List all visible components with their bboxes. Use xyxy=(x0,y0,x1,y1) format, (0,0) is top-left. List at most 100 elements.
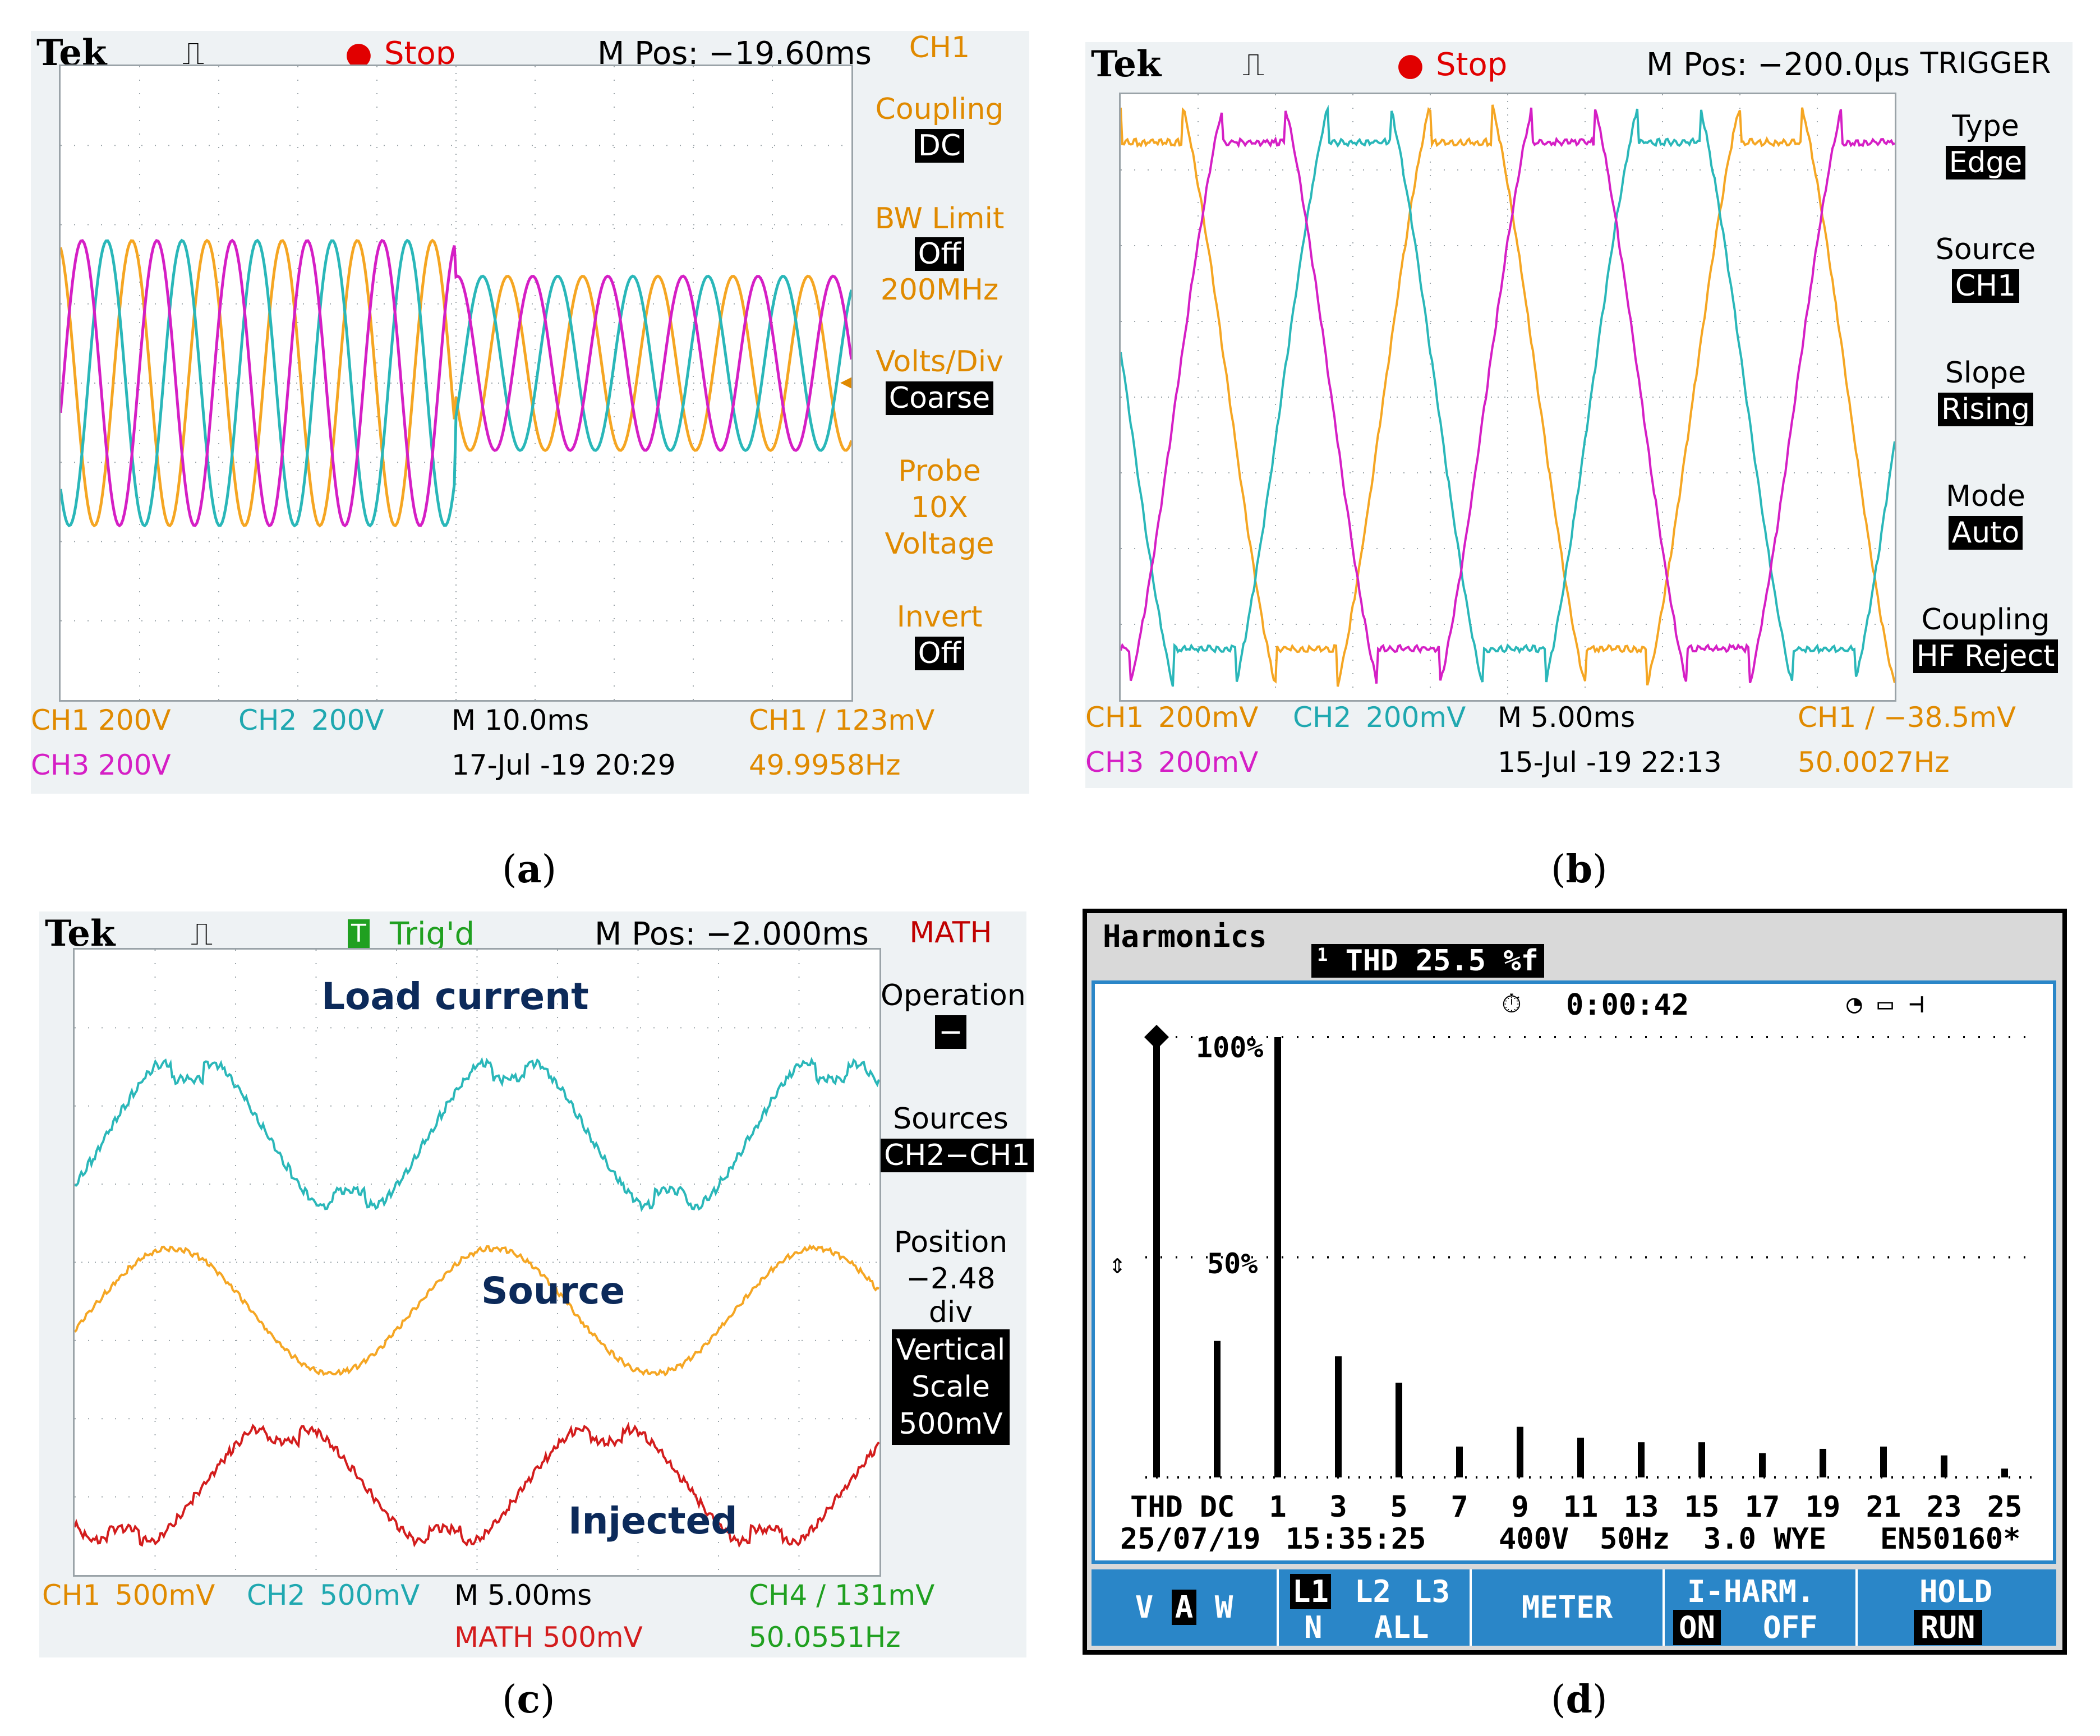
harmonics-screen: Harmonics 1 THD 25.5 %f THD DC 1 3 5 7 9 11 13 15… xyxy=(1087,913,2062,1650)
pct-100-label: 100% xyxy=(1196,1032,1264,1064)
mode-label[interactable]: Mode xyxy=(1946,480,2025,513)
type-value[interactable]: Edge xyxy=(1945,146,2026,179)
harmonic-label-dc: DC xyxy=(1200,1490,1235,1524)
footer-voltage: 400V xyxy=(1499,1522,1569,1556)
harmonic-label-1: 1 xyxy=(1269,1490,1286,1524)
thd-phase: 1 xyxy=(1317,944,1328,965)
bw-limit-value[interactable]: Off xyxy=(914,237,965,271)
harmonic-label-13: 13 xyxy=(1624,1490,1659,1524)
harmonic-bar-13 xyxy=(1638,1442,1645,1477)
ch2-label: CH2 xyxy=(247,1579,306,1611)
thd-value: THD 25.5 %f xyxy=(1345,944,1539,978)
invert-value[interactable]: Off xyxy=(914,637,965,670)
footer-phase: 3.0 WYE xyxy=(1703,1522,1827,1556)
vertical-scale-value: 500mV xyxy=(899,1407,1003,1441)
source-label[interactable]: Source xyxy=(1935,233,2036,266)
date-time: 15‑Jul ‑19 22:13 xyxy=(1498,746,1722,779)
operation-label[interactable]: Operation xyxy=(881,979,1026,1012)
trace-ch2 xyxy=(61,238,851,528)
trigger-level: CH4 ∕ 131mV xyxy=(749,1579,935,1611)
softkey-a: A xyxy=(1171,1590,1197,1625)
volts-div-value[interactable]: Coarse xyxy=(885,381,994,415)
softkey-l3: L3 xyxy=(1413,1574,1450,1609)
menu-head: MATH xyxy=(909,916,992,950)
scope-screen-b: Tek ⎍ ● Stop M Pos: −200.0µs TRIGGER Typ… xyxy=(1085,42,2073,788)
harmonic-bar-5 xyxy=(1396,1383,1402,1477)
panel-b: Tek ⎍ ● Stop M Pos: −200.0µs TRIGGER Typ… xyxy=(1085,42,2073,788)
vertical-scale-title-2: Scale xyxy=(911,1370,990,1404)
waveform-plot-a: ◂ xyxy=(61,66,851,700)
load-current-label: Load current xyxy=(321,975,589,1018)
coupling-label[interactable]: Coupling xyxy=(1921,603,2050,637)
scope-screen-a: Tek ⎍ ● Stop M Pos: −19.60ms ◂ CH1 Coupl… xyxy=(31,31,1029,794)
operation-value[interactable]: − xyxy=(935,1015,966,1049)
softkey-phases[interactable]: L1 L2 L3 N ALL xyxy=(1279,1569,1472,1646)
softkey-bar: V A W L1 L2 L3 N ALL METER I‑HARM. ON OF… xyxy=(1092,1569,2056,1646)
time-base: M 5.00ms xyxy=(454,1579,592,1611)
position-label[interactable]: Position xyxy=(894,1226,1008,1259)
harmonic-label-9: 9 xyxy=(1511,1490,1528,1524)
vertical-scale-box[interactable]: Vertical Scale 500mV xyxy=(891,1329,1010,1445)
softkey-meter[interactable]: METER xyxy=(1472,1569,1665,1646)
math-menu: MATH Operation − Sources CH2−CH1 Positio… xyxy=(881,911,1034,1579)
waveform-grid-c: Load current Source Injected xyxy=(73,948,881,1577)
trace-injected xyxy=(75,1421,879,1548)
footer-time: 15:35:25 xyxy=(1286,1522,1426,1556)
volts-div-label[interactable]: Volts/Div xyxy=(875,345,1004,379)
coupling-value[interactable]: HF Reject xyxy=(1913,639,2058,673)
frequency: 50.0551Hz xyxy=(749,1621,901,1654)
harmonic-bar-thd xyxy=(1153,1037,1160,1477)
harmonic-bar-7 xyxy=(1456,1447,1463,1477)
brand-logo: Tek xyxy=(1091,43,1162,85)
scope-topbar-c: Tek ⎍ T Trig'd M Pos: −2.000ms xyxy=(39,911,1026,957)
softkey-on: ON xyxy=(1673,1610,1721,1645)
invert-label[interactable]: Invert xyxy=(896,600,983,634)
caption-b: (b) xyxy=(1551,847,1608,892)
trigger-level: CH1 ∕ 123mV xyxy=(749,704,935,736)
ch1-scale: 200V xyxy=(98,704,171,736)
harmonic-label-7: 7 xyxy=(1450,1490,1468,1524)
coupling-value[interactable]: DC xyxy=(914,129,965,163)
type-label[interactable]: Type xyxy=(1952,109,2019,143)
trace-load-current xyxy=(75,1057,879,1212)
sources-label[interactable]: Sources xyxy=(893,1102,1008,1136)
slope-label[interactable]: Slope xyxy=(1945,356,2027,390)
mode-value[interactable]: Auto xyxy=(1948,516,2023,550)
frequency: 50.0027Hz xyxy=(1798,746,1950,779)
probe-label[interactable]: Probe xyxy=(898,454,981,488)
ch1-label: CH1 xyxy=(31,704,90,736)
m-pos: M Pos: −2.000ms xyxy=(595,916,869,952)
caption-a: (a) xyxy=(502,847,557,892)
harmonic-bar-3 xyxy=(1335,1356,1342,1477)
harmonic-bar-19 xyxy=(1820,1448,1826,1477)
probe-type: Voltage xyxy=(885,527,994,561)
softkey-l2: L2 xyxy=(1355,1574,1392,1609)
position-value[interactable]: −2.48 div xyxy=(906,1262,996,1329)
harmonic-label-21: 21 xyxy=(1866,1490,1901,1524)
harmonic-label-15: 15 xyxy=(1684,1490,1720,1524)
softkey-run: RUN xyxy=(1914,1610,1982,1645)
softkey-iharm-label: I‑HARM. xyxy=(1687,1574,1815,1609)
harmonic-label-23: 23 xyxy=(1927,1490,1962,1524)
ch3-scale: 200V xyxy=(98,749,171,781)
scope-screen-c: Tek ⎍ T Trig'd M Pos: −2.000ms Load curr… xyxy=(39,911,1034,1657)
softkey-iharm[interactable]: I‑HARM. ON OFF xyxy=(1665,1569,1858,1646)
softkey-vaw[interactable]: V A W xyxy=(1092,1569,1279,1646)
panel-a: Tek ⎍ ● Stop M Pos: −19.60ms ◂ CH1 Coupl… xyxy=(31,31,1029,794)
slope-value[interactable]: Rising xyxy=(1937,393,2034,426)
source-value[interactable]: CH1 xyxy=(1951,269,2020,303)
bw-limit-label[interactable]: BW Limit xyxy=(874,202,1005,236)
harmonics-title: Harmonics xyxy=(1103,919,1267,954)
harmonic-bar-25 xyxy=(2001,1468,2008,1477)
ch2-scale: 200V xyxy=(311,704,384,736)
softkey-hold[interactable]: HOLD RUN xyxy=(1858,1569,2056,1646)
harmonic-bar-11 xyxy=(1577,1438,1584,1477)
harmonic-label-17: 17 xyxy=(1745,1490,1780,1524)
sources-value[interactable]: CH2−CH1 xyxy=(881,1139,1034,1172)
harmonic-bar-15 xyxy=(1698,1442,1705,1477)
timer-icon: ⏱ xyxy=(1502,988,1522,1019)
trace-ch1 xyxy=(61,238,851,528)
panel-d: Harmonics 1 THD 25.5 %f THD DC 1 3 5 7 9 11 13 15… xyxy=(1083,909,2067,1655)
harmonic-bar-17 xyxy=(1759,1453,1766,1477)
coupling-label[interactable]: Coupling xyxy=(875,93,1004,126)
